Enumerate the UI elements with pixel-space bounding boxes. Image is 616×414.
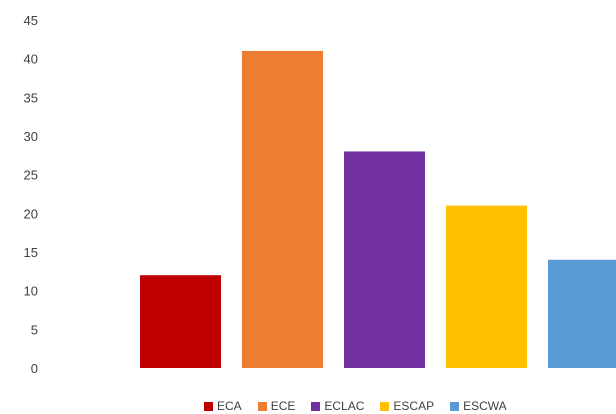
legend-swatch <box>380 401 390 411</box>
bar-eclac <box>344 151 425 368</box>
legend-item-eclac: ECLAC <box>311 399 364 413</box>
legend: ECA ECE ECLAC ESCAP ESCWA <box>204 398 507 414</box>
legend-label: ECE <box>270 399 296 413</box>
y-tick-label: 5 <box>31 322 38 337</box>
y-tick-label: 25 <box>24 168 38 183</box>
y-tick-label: 30 <box>24 129 38 144</box>
bar-escap <box>446 205 527 368</box>
legend-item-escwa: ESCWA <box>450 399 507 413</box>
legend-swatch <box>450 401 460 411</box>
legend-item-ece: ECE <box>257 399 296 413</box>
legend-label: ESCWA <box>463 399 507 413</box>
y-tick-label: 10 <box>24 284 38 299</box>
y-tick-label: 40 <box>24 52 38 67</box>
y-axis-ticks: 0 5 10 15 20 25 30 35 40 45 <box>24 13 38 376</box>
legend-item-escap: ESCAP <box>380 399 434 413</box>
legend-item-eca: ECA <box>204 399 242 413</box>
legend-label: ECLAC <box>324 399 365 413</box>
legend-label: ESCAP <box>393 399 435 413</box>
legend-swatch <box>257 401 267 411</box>
bar-eca <box>140 275 221 368</box>
y-tick-label: 45 <box>24 13 38 28</box>
bars <box>140 50 616 368</box>
bar-escwa <box>548 259 616 368</box>
y-tick-label: 20 <box>24 206 38 221</box>
legend-label: ECA <box>217 399 242 413</box>
y-tick-label: 15 <box>24 245 38 260</box>
y-tick-label: 0 <box>31 361 38 376</box>
legend-swatch <box>204 401 213 411</box>
legend-swatch <box>311 401 321 411</box>
bar-ece <box>242 50 323 368</box>
y-tick-label: 35 <box>24 90 38 105</box>
